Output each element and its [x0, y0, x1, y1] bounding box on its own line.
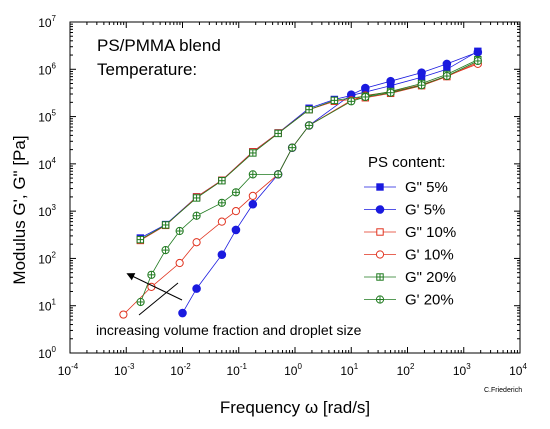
data-point — [178, 308, 187, 318]
legend-marker — [376, 228, 384, 236]
data-point — [249, 149, 257, 157]
x-tick-label: 103 — [453, 362, 471, 378]
y-tick-label: 105 — [38, 109, 56, 125]
data-point — [231, 207, 241, 216]
y-axis-ticks: 100 101 102 103 104 105 106 107 — [38, 14, 520, 361]
y-tick-label: 103 — [38, 203, 56, 219]
data-point — [192, 284, 201, 293]
data-point — [442, 71, 451, 81]
x-tick-label: 10-3 — [114, 362, 135, 378]
arrow-annotation-cross — [138, 282, 179, 316]
data-point — [248, 191, 257, 201]
data-point — [386, 76, 395, 86]
y-tick-label: 104 — [38, 156, 56, 172]
data-point — [304, 121, 314, 130]
data-point — [231, 225, 241, 235]
data-point — [361, 92, 370, 102]
data-point — [161, 221, 170, 229]
data-point — [417, 81, 426, 90]
series-layer — [119, 47, 483, 319]
y-tick-label: 106 — [38, 61, 56, 77]
data-point — [147, 270, 156, 279]
data-point — [192, 194, 201, 202]
data-point — [305, 105, 313, 114]
data-point — [274, 170, 283, 179]
data-point — [361, 83, 370, 93]
data-point — [217, 217, 226, 226]
x-axis-ticks: 10-4 10-3 10-2 10-1 100 101 102 103 104 — [58, 22, 527, 378]
data-point — [274, 129, 282, 138]
data-point — [161, 246, 170, 255]
data-point — [231, 188, 241, 197]
note-line-2: Temperature: — [97, 60, 197, 79]
arrow-annotation-label: increasing volume fraction and droplet s… — [96, 322, 362, 338]
series-5 — [136, 56, 482, 307]
x-axis-title: Frequency ω [rad/s] — [220, 398, 370, 417]
note-line-1: PS/PMMA blend — [97, 36, 221, 55]
legend-marker — [375, 250, 385, 259]
data-point — [119, 310, 128, 319]
y-tick-label: 107 — [38, 14, 56, 30]
y-tick-label: 100 — [38, 345, 56, 361]
y-tick-label: 102 — [38, 250, 56, 266]
arrow-annotation-line — [126, 273, 183, 301]
data-point — [473, 47, 483, 57]
x-tick-label: 101 — [340, 362, 358, 378]
data-point — [175, 226, 184, 236]
x-tick-label: 102 — [397, 362, 415, 378]
data-point — [330, 96, 339, 105]
data-point — [175, 258, 184, 268]
data-point — [248, 170, 257, 179]
legend-marker — [375, 205, 385, 214]
x-tick-label: 104 — [509, 362, 527, 378]
data-point — [217, 250, 227, 259]
y-tick-label: 101 — [38, 298, 56, 314]
x-tick-label: 10-1 — [227, 362, 248, 378]
legend-label: G' 5% — [405, 202, 445, 219]
data-point — [473, 56, 482, 66]
legend-label: G" 10% — [405, 224, 456, 241]
legend-label: G" 20% — [405, 269, 456, 286]
data-point — [288, 143, 297, 152]
legend-marker — [375, 295, 385, 304]
data-point — [417, 68, 426, 77]
data-point — [136, 235, 145, 244]
data-point — [386, 88, 395, 97]
data-point — [192, 238, 201, 247]
data-point — [347, 97, 356, 106]
legend-title: PS content: — [368, 154, 446, 171]
legend: G" 5% G' 5% G" 10% G' 10% G" 20% G' 20% — [364, 179, 456, 309]
data-point — [248, 199, 258, 209]
data-point — [442, 59, 452, 69]
legend-marker — [376, 183, 384, 191]
data-point — [218, 177, 226, 185]
x-tick-label: 10-2 — [170, 362, 191, 378]
data-point — [192, 211, 201, 220]
data-point — [217, 198, 226, 207]
x-tick-label: 10-4 — [58, 362, 79, 378]
data-point — [136, 297, 145, 307]
legend-label: G' 20% — [405, 292, 454, 309]
credit-label: C.Friederich — [484, 387, 522, 394]
x-tick-label: 100 — [284, 362, 302, 378]
legend-label: G' 10% — [405, 247, 454, 264]
legend-marker — [376, 273, 384, 281]
y-axis-title: Modulus G', G" [Pa] — [10, 135, 29, 284]
legend-label: G" 5% — [405, 179, 448, 196]
